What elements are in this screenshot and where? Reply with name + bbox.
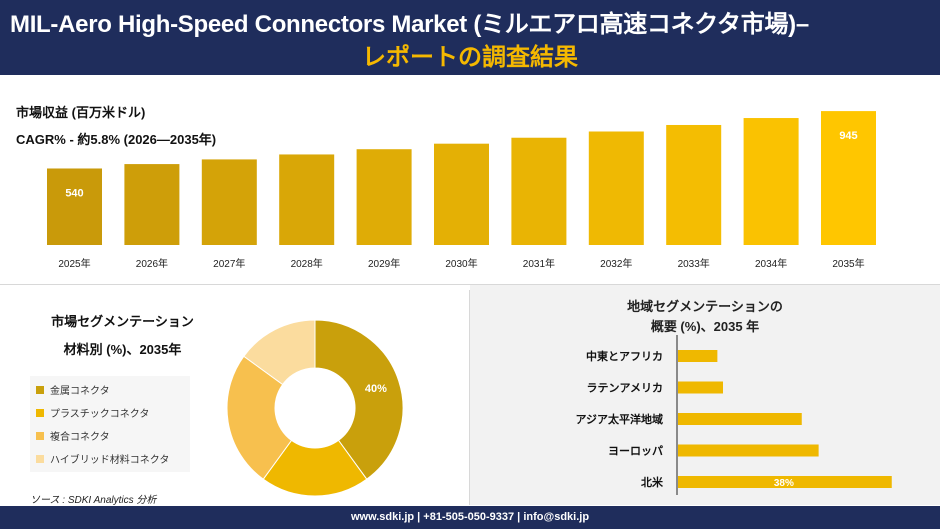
legend-item: 金属コネクタ [30, 378, 190, 401]
legend-item: 複合コネクタ [30, 424, 190, 447]
revenue-panel: 2025年 540 2026年 2027年 2028年 2029年 2030年 2031年 20… [0, 75, 940, 283]
revenue-bar [279, 154, 335, 245]
year-tick-label: 2026年 [136, 257, 168, 270]
donut-slice [314, 319, 404, 480]
region-title: 地域セグメンテーションの 概要 (%)、2035 年 [470, 297, 940, 337]
region-bar [678, 444, 819, 457]
report-title: MIL-Aero High-Speed Connectors Market (ミ… [10, 11, 809, 38]
legend-swatch [36, 385, 44, 394]
legend-swatch [36, 431, 44, 440]
year-tick-label: 2029年 [368, 257, 400, 270]
revenue-bar [47, 168, 102, 245]
revenue-bar [124, 164, 180, 245]
year-tick-label: 2032年 [600, 257, 632, 270]
legend-label: 複合コネクタ [50, 432, 110, 443]
region-title-line1: 地域セグメンテーションの [627, 299, 783, 314]
revenue-bar [821, 111, 876, 245]
region-bar [678, 413, 802, 425]
revenue-bar [588, 131, 644, 245]
year-tick-label: 2035年 [832, 257, 864, 270]
year-tick-label: 2028年 [291, 257, 323, 270]
donut-slice [243, 319, 316, 386]
region-label: ラテンアメリカ [587, 382, 663, 395]
legend-label: 金属コネクタ [50, 386, 110, 397]
legend-item: ハイブリッド材料コネクタ [30, 447, 190, 470]
revenue-bar [201, 159, 257, 245]
segmentation-subtitle: 材料別 (%)、2035年 [63, 342, 182, 357]
source-note: ソース : SDKI Analytics 分析 [30, 495, 157, 506]
region-label: 中東とアフリカ [586, 349, 663, 363]
region-label: アジア太平洋地域 [575, 412, 663, 426]
legend-label: プラスチックコネクタ [50, 409, 150, 420]
region-title-line2: 概要 (%)、2035 年 [650, 319, 760, 334]
material-donut-chart: 40% [226, 319, 404, 497]
donut-slice [226, 355, 293, 480]
horizontal-divider [0, 284, 940, 285]
segmentation-title: 市場セグメンテーション [51, 314, 194, 329]
region-bar [678, 381, 723, 394]
legend-swatch [36, 408, 44, 417]
material-legend: 金属コネクタプラスチックコネクタ 複合コネクタハイブリッド材料コネクタ [30, 376, 190, 472]
cagr-label: CAGR% - 約5.8% (2026—2035年) [16, 132, 217, 147]
revenue-bar-chart: 2025年 540 2026年 2027年 2028年 2029年 2030年 2031年 20… [47, 111, 876, 270]
year-tick-label: 2034年 [755, 257, 787, 270]
footer-contact: www.sdki.jp | +81-505-050-9337 | info@sd… [0, 506, 940, 529]
region-bar [678, 350, 718, 362]
revenue-bar [666, 124, 722, 245]
legend-label: ハイブリッド材料コネクタ [50, 455, 170, 466]
header-banner: MIL-Aero High-Speed Connectors Market (ミ… [0, 0, 940, 75]
donut-slice [262, 439, 368, 497]
year-tick-label: 2031年 [523, 257, 555, 270]
revenue-bar [356, 149, 412, 245]
revenue-bar [743, 118, 799, 245]
region-label: ヨーロッパ [608, 445, 663, 458]
year-tick-label: 2027年 [213, 257, 245, 270]
vertical-divider [469, 290, 470, 505]
revenue-label: 市場収益 (百万米ドル) [16, 105, 146, 120]
year-tick-label: 2025年 [58, 257, 90, 270]
revenue-bar [434, 143, 489, 245]
report-subtitle: レポートの調査結果 [362, 44, 578, 71]
region-panel-background [470, 285, 940, 505]
legend-swatch [36, 454, 44, 463]
bar-data-label: 540 [65, 187, 83, 199]
year-tick-label: 2033年 [678, 257, 710, 270]
donut-data-label: 40% [365, 383, 387, 395]
region-data-label: 38% [774, 478, 794, 489]
bar-data-label: 945 [839, 130, 857, 142]
revenue-bar [511, 137, 567, 245]
region-bar [678, 476, 892, 488]
region-label: 北米 [641, 475, 664, 489]
legend-item: プラスチックコネクタ [30, 401, 190, 424]
year-tick-label: 2030年 [445, 257, 477, 270]
